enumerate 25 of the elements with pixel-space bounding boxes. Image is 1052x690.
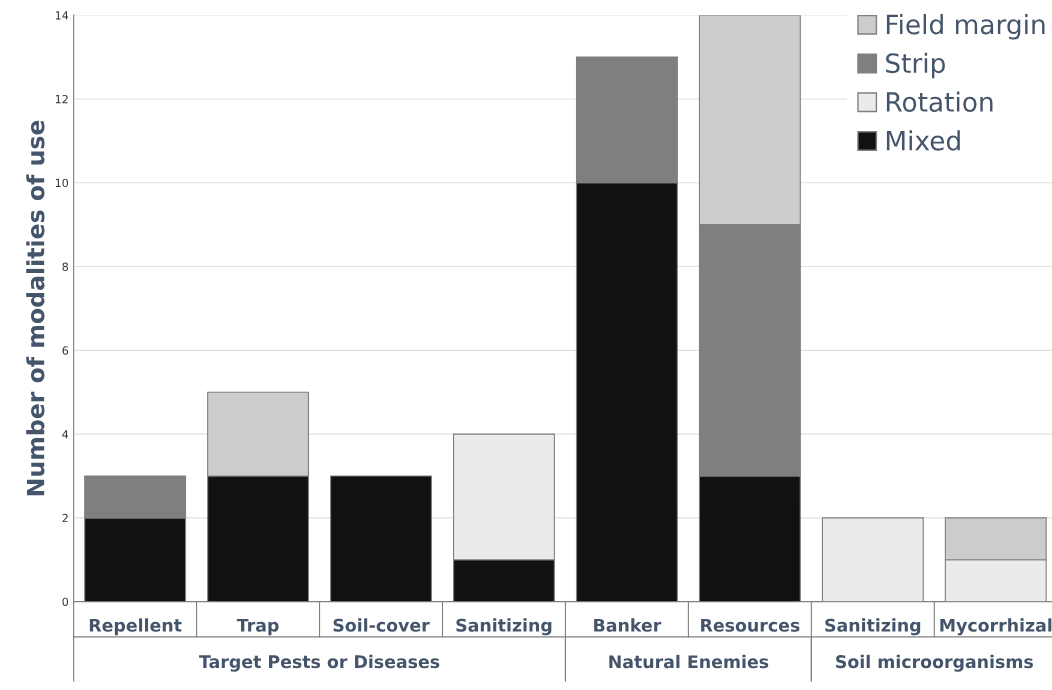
- text: Target Pests or Diseases: [199, 654, 440, 672]
- x-tick-label: Banker: [594, 618, 662, 632]
- y-axis-title: Number of modalities of use: [26, 120, 45, 496]
- legend-label: Strip: [886, 52, 945, 79]
- y-tick-label: 12: [55, 94, 68, 104]
- x-tick-label: Resources: [701, 618, 800, 632]
- x-tick-label: Repellent: [89, 618, 182, 636]
- y-tick-label: 14: [55, 11, 69, 20]
- text: Soil microorganisms: [836, 654, 1033, 672]
- y-tick-label: 4: [62, 430, 69, 439]
- x-tick-label: Sanitizing: [825, 618, 921, 636]
- x-tick-label: Sanitizing: [456, 618, 552, 636]
- legend-label: Rotation: [886, 91, 993, 112]
- y-tick-label: 2: [62, 513, 68, 523]
- legend-label: Field margin: [886, 14, 1045, 40]
- y-tick-label: 8: [62, 262, 69, 271]
- bar: [330, 475, 432, 602]
- y-tick-label: 6: [62, 346, 69, 355]
- x-tick-label: Soil-cover: [333, 618, 430, 632]
- x-tick-label: Trap: [236, 618, 279, 636]
- text: Natural Enemies: [609, 654, 769, 669]
- x-tick-label: Mycorrhizal: [940, 618, 1052, 636]
- legend-label: Mixed: [886, 130, 960, 151]
- y-tick-label: 10: [55, 178, 69, 188]
- y-tick-label: 0: [62, 597, 69, 607]
